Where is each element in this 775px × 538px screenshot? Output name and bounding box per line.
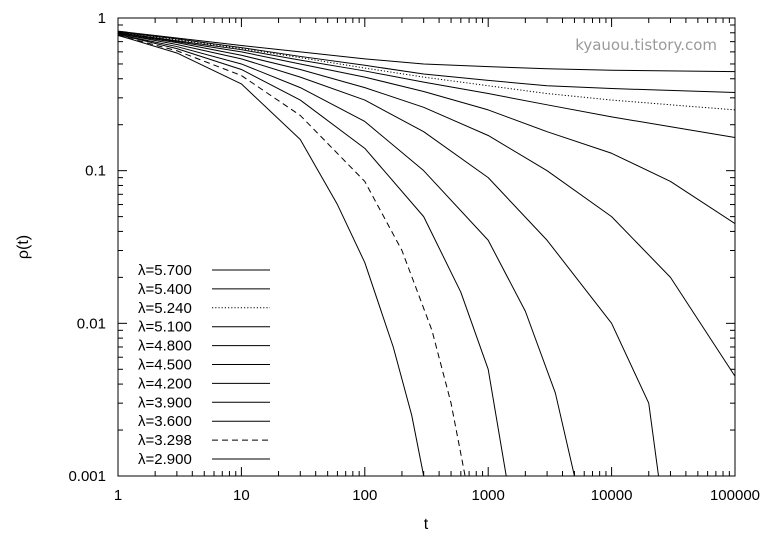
- legend-label: λ=3.298: [138, 432, 192, 449]
- series-lines: [118, 30, 735, 476]
- legend-label: λ=5.400: [138, 281, 192, 298]
- x-tick-label: 100: [352, 487, 377, 504]
- x-tick-label: 10: [233, 487, 250, 504]
- y-tick-label: 0.01: [77, 315, 106, 332]
- y-tick-label: 1: [98, 10, 106, 27]
- series-line: [118, 31, 735, 111]
- y-tick-label: 0.001: [68, 468, 106, 485]
- series-line: [118, 32, 735, 138]
- series-line: [118, 32, 735, 225]
- x-tick-label: 1: [114, 487, 122, 504]
- series-line: [118, 31, 735, 94]
- series-line: [118, 30, 735, 73]
- y-axis-title: ρ(t): [15, 235, 32, 259]
- legend-label: λ=5.700: [138, 262, 192, 279]
- series-line: [118, 33, 507, 476]
- series-line: [118, 33, 575, 476]
- legend: λ=5.700 λ=5.400 λ=5.240 λ=5.100 λ=4.800 λ=4.5…: [138, 262, 270, 468]
- series-line: [118, 34, 466, 476]
- legend-label: λ=2.900: [138, 451, 192, 468]
- y-tick-label: 0.1: [85, 163, 106, 180]
- legend-label: λ=3.900: [138, 394, 192, 411]
- series-line: [118, 33, 735, 377]
- legend-label: λ=3.600: [138, 413, 192, 430]
- legend-label: λ=4.500: [138, 357, 192, 374]
- x-tick-label: 100000: [710, 487, 760, 504]
- series-line: [118, 33, 660, 476]
- watermark-text: kyauou.tistory.com: [575, 36, 717, 54]
- x-tick-label: 1000: [472, 487, 505, 504]
- plot-frame: [117, 17, 736, 477]
- axis-ticks: [117, 17, 736, 477]
- series-line: [118, 34, 425, 476]
- x-tick-label: 10000: [591, 487, 633, 504]
- legend-label: λ=5.240: [138, 300, 192, 317]
- legend-label: λ=5.100: [138, 319, 192, 336]
- y-tick-labels: 1 0.1 0.01 0.001: [68, 10, 106, 485]
- legend-label: λ=4.800: [138, 338, 192, 355]
- x-tick-labels: 1 10 100 1000 10000 100000: [114, 487, 760, 504]
- x-axis-title: t: [424, 516, 429, 533]
- legend-label: λ=4.200: [138, 375, 192, 392]
